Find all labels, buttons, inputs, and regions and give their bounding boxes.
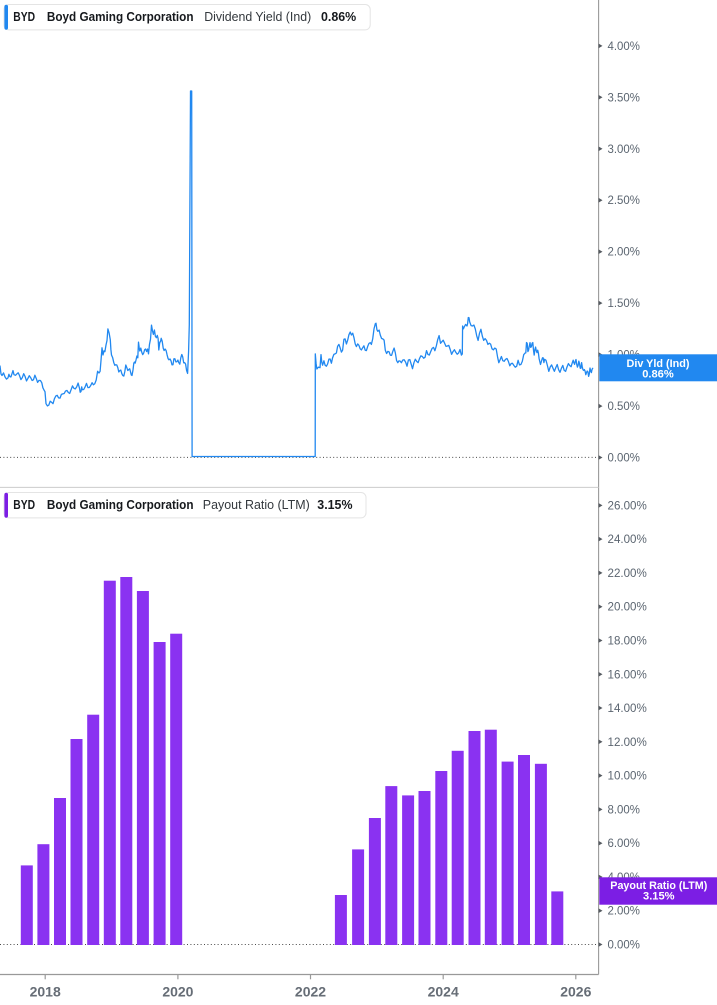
svg-text:0.86%: 0.86% [321, 10, 356, 24]
svg-text:18.00%: 18.00% [608, 634, 648, 648]
svg-text:Dividend Yield (Ind): Dividend Yield (Ind) [204, 10, 311, 24]
svg-text:Boyd Gaming Corporation: Boyd Gaming Corporation [47, 498, 194, 512]
svg-text:0.00%: 0.00% [608, 451, 641, 465]
svg-text:26.00%: 26.00% [608, 498, 648, 512]
svg-text:2020: 2020 [162, 983, 193, 999]
svg-text:0.00%: 0.00% [608, 938, 641, 952]
svg-text:Boyd Gaming Corporation: Boyd Gaming Corporation [47, 10, 194, 24]
svg-text:2026: 2026 [560, 983, 591, 999]
svg-text:10.00%: 10.00% [608, 769, 648, 783]
svg-text:Payout Ratio (LTM): Payout Ratio (LTM) [610, 880, 707, 892]
svg-text:3.50%: 3.50% [608, 90, 641, 104]
svg-text:Div Yld (Ind): Div Yld (Ind) [627, 358, 690, 370]
svg-text:22.00%: 22.00% [608, 566, 648, 580]
svg-text:BYD: BYD [13, 498, 35, 512]
svg-text:Payout Ratio (LTM): Payout Ratio (LTM) [203, 498, 310, 512]
svg-text:2022: 2022 [295, 983, 326, 999]
svg-text:16.00%: 16.00% [608, 667, 648, 681]
svg-text:3.15%: 3.15% [643, 890, 675, 902]
svg-text:14.00%: 14.00% [608, 701, 648, 715]
svg-text:6.00%: 6.00% [608, 836, 641, 850]
svg-text:3.15%: 3.15% [317, 498, 352, 512]
svg-text:2024: 2024 [428, 983, 459, 999]
svg-text:0.50%: 0.50% [608, 399, 641, 413]
svg-text:2018: 2018 [30, 983, 61, 999]
svg-text:3.00%: 3.00% [608, 142, 641, 156]
svg-text:2.00%: 2.00% [608, 245, 641, 259]
svg-text:2.50%: 2.50% [608, 193, 641, 207]
svg-text:20.00%: 20.00% [608, 600, 648, 614]
svg-text:4.00%: 4.00% [608, 39, 641, 53]
svg-text:0.86%: 0.86% [642, 369, 674, 381]
svg-text:1.50%: 1.50% [608, 296, 641, 310]
svg-text:24.00%: 24.00% [608, 532, 648, 546]
svg-text:12.00%: 12.00% [608, 735, 648, 749]
svg-text:2.00%: 2.00% [608, 904, 641, 918]
svg-text:8.00%: 8.00% [608, 802, 641, 816]
svg-text:BYD: BYD [13, 10, 35, 24]
